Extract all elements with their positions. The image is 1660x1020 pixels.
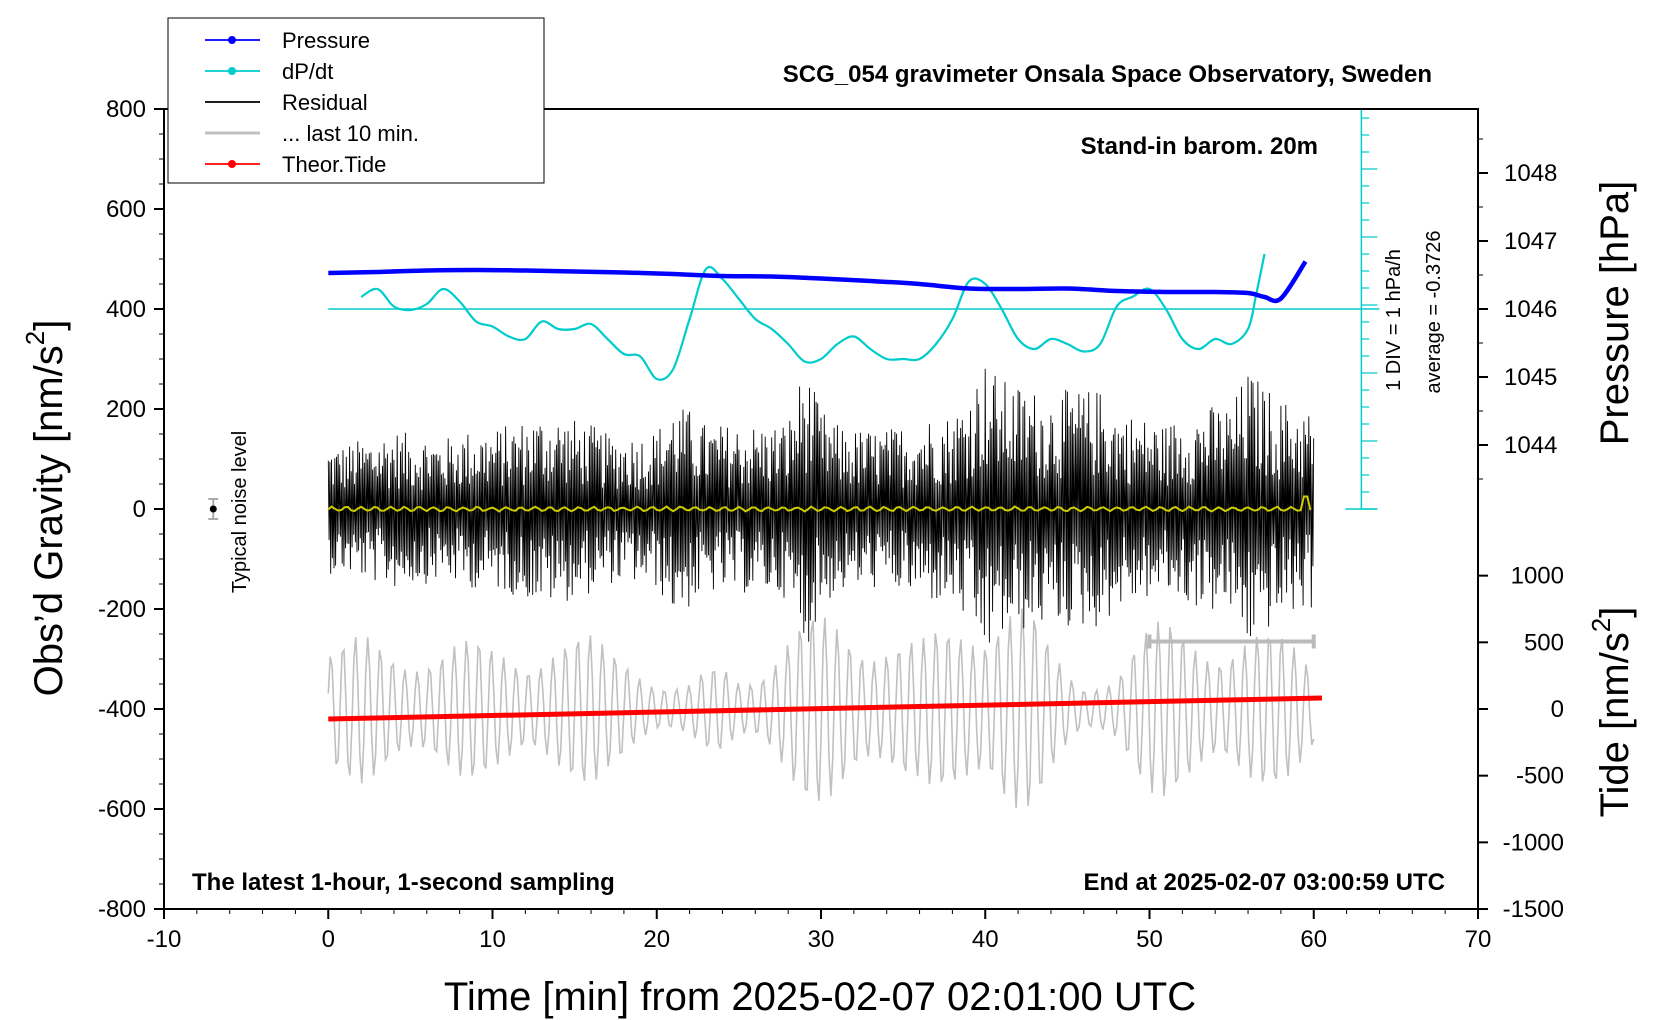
y-tick-label: 400: [106, 296, 146, 323]
y-axis-title-left: Obs’d Gravity [nm/s2]: [20, 320, 71, 697]
legend-label: Pressure: [282, 28, 370, 53]
noise-level-point: [209, 505, 217, 513]
legend-label: Residual: [282, 90, 368, 115]
legend-label: Theor.Tide: [282, 152, 386, 177]
x-tick-label: 0: [322, 926, 335, 953]
legend-marker: [228, 160, 236, 168]
x-axis-title: Time [min] from 2025-02-07 02:01:00 UTC: [444, 975, 1196, 1019]
barometer-label: Stand-in barom. 20m: [1081, 133, 1318, 160]
y-axis-title-left-sup: 2: [20, 331, 50, 345]
tide-tick-label: -500: [1516, 763, 1564, 790]
y-tick-label: -600: [98, 796, 146, 823]
y-axis-title-pressure: Pressure [hPa]: [1593, 181, 1637, 446]
y-tick-label: -400: [98, 696, 146, 723]
last10-series-line: [327, 608, 1315, 809]
legend-marker: [228, 67, 236, 75]
x-tick-label: -10: [147, 926, 182, 953]
pressure-tick-label: 1047: [1504, 228, 1557, 255]
sampling-label: The latest 1-hour, 1-second sampling: [192, 869, 615, 896]
y-tick-label: 200: [106, 396, 146, 423]
y-tick-label: 600: [106, 196, 146, 223]
legend-label: dP/dt: [282, 59, 333, 84]
x-tick-label: 20: [643, 926, 670, 953]
residual-series-line: [327, 368, 1315, 643]
legend-marker: [228, 36, 236, 44]
pressure-tick-label: 1048: [1504, 160, 1557, 187]
chart-title: SCG_054 gravimeter Onsala Space Observat…: [783, 61, 1432, 88]
pressure-tick-label: 1045: [1504, 364, 1557, 391]
y-tick-label: -200: [98, 596, 146, 623]
pressure-series-line: [328, 260, 1308, 304]
tide-tick-label: -1000: [1503, 829, 1564, 856]
x-tick-label: 30: [808, 926, 835, 953]
x-tick-label: 70: [1465, 926, 1492, 953]
dpdt-average-label: average = -0.3726: [1423, 231, 1445, 394]
noise-level-label: Typical noise level: [229, 431, 251, 593]
pressure-tick-label: 1046: [1504, 296, 1557, 323]
x-tick-label: 10: [479, 926, 506, 953]
y-tick-label: 800: [106, 96, 146, 123]
legend-box: [167, 17, 545, 184]
end-time-label: End at 2025-02-07 03:00:59 UTC: [1084, 869, 1446, 896]
theor-tide-series-line: [328, 695, 1323, 722]
dpdt-series-line: [360, 253, 1266, 381]
pressure-tick-label: 1044: [1504, 432, 1557, 459]
y-axis-title-tide-sup: 2: [1586, 618, 1616, 632]
legend-label: ... last 10 min.: [282, 121, 419, 146]
legend: Pressure dP/dt Residual ... last 10 min. The…: [167, 17, 545, 184]
dpdt-scale-label: 1 DIV = 1 hPa/h: [1383, 249, 1405, 391]
x-tick-label: 50: [1136, 926, 1163, 953]
tide-tick-label: 1000: [1511, 563, 1564, 590]
y-tick-label: 0: [133, 496, 146, 523]
y-axis-title-tide: Tide [nm/s2]: [1586, 607, 1637, 818]
y-tick-label: -800: [98, 896, 146, 923]
tide-tick-label: 0: [1551, 696, 1564, 723]
tide-tick-label: 500: [1524, 629, 1564, 656]
x-tick-label: 40: [972, 926, 999, 953]
tide-tick-label: -1500: [1503, 896, 1564, 923]
x-tick-label: 60: [1300, 926, 1327, 953]
residual-filtered-line: [327, 495, 1312, 513]
